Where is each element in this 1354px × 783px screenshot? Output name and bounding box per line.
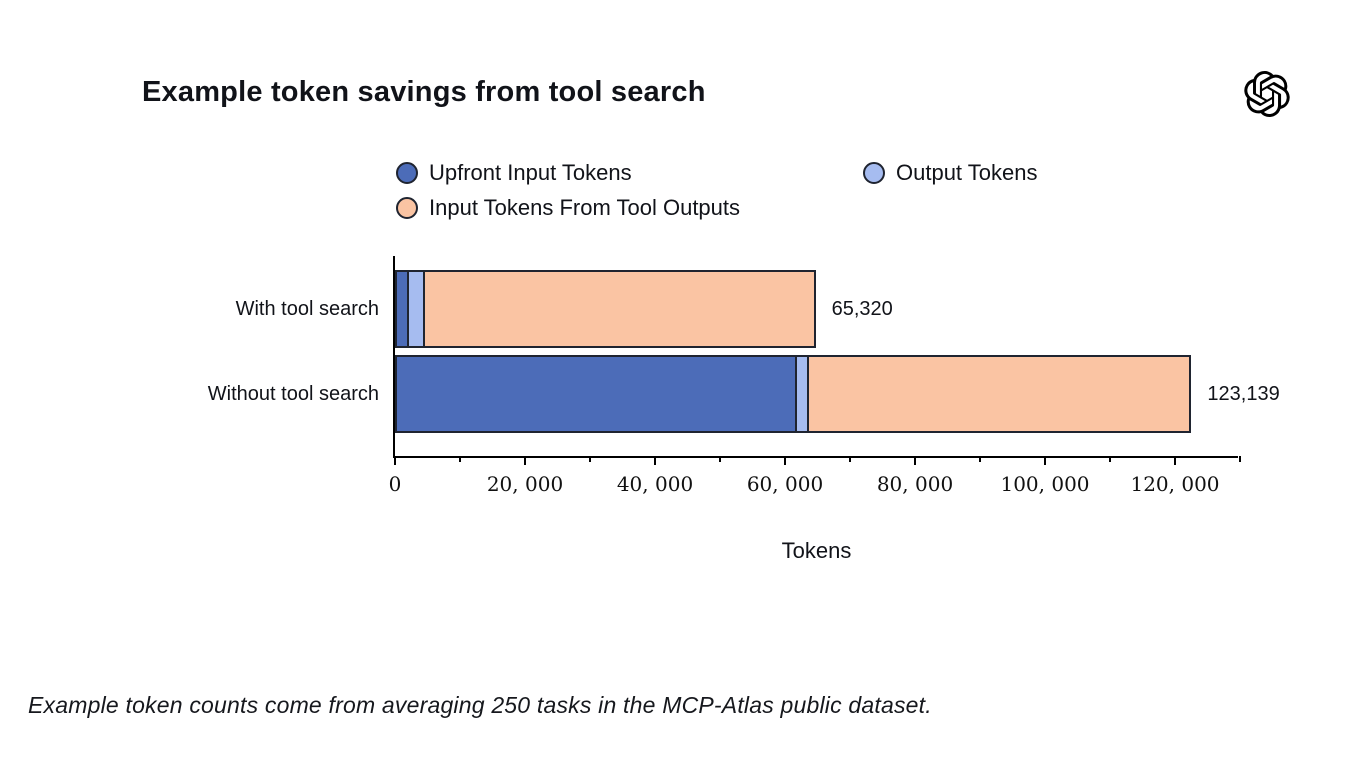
bar-value-label: 123,139: [1207, 382, 1280, 405]
legend: Upfront Input Tokens Output Tokens Input…: [396, 160, 1037, 221]
axis-tick: [589, 456, 591, 462]
axis-tick-label: 40, 000: [616, 472, 694, 496]
legend-label: Upfront Input Tokens: [429, 160, 632, 185]
axis-tick-label: 60, 000: [746, 472, 824, 496]
axis-tick: [784, 456, 786, 465]
bar-row: With tool search 65,320: [236, 270, 1238, 348]
bar-value-label: 65,320: [831, 297, 893, 320]
legend-item-upfront-input-tokens: Upfront Input Tokens: [396, 160, 863, 186]
axis-tick: [849, 456, 851, 462]
bar-row: Without tool search 123,139: [208, 355, 1280, 433]
legend-item-output-tokens: Output Tokens: [863, 160, 1037, 186]
axis-tick: [524, 456, 526, 465]
x-axis-title: Tokens: [781, 538, 852, 563]
bar-segment-upfront-input-tokens: [395, 355, 797, 433]
legend-label: Output Tokens: [896, 160, 1038, 185]
plot-area: Tokens With tool search 65,320 Without too…: [208, 256, 1280, 563]
axis-tick: [1044, 456, 1046, 465]
axis-tick-label: 0: [388, 472, 402, 496]
axis-tick: [459, 456, 461, 462]
axis-tick: [914, 456, 916, 465]
legend-label: Input Tokens From Tool Outputs: [429, 195, 741, 220]
axis-tick: [979, 456, 981, 462]
openai-logo-icon: [1244, 71, 1290, 118]
category-label: Without tool search: [207, 382, 379, 405]
footnote: Example token counts come from averaging…: [28, 692, 932, 718]
legend-swatch-icon: [863, 162, 885, 184]
axis-tick-label: 20, 000: [486, 472, 564, 496]
legend-swatch-icon: [396, 162, 418, 184]
stacked-bar: [395, 355, 1192, 433]
axis-tick-label: 100, 000: [1000, 472, 1090, 496]
axis-tick-label: 120, 000: [1130, 472, 1220, 496]
category-label: With tool search: [235, 297, 379, 320]
legend-item-input-tokens-from-tool-outputs: Input Tokens From Tool Outputs: [396, 195, 863, 221]
bar-segment-input-tokens-from-tool-outputs: [806, 355, 1192, 433]
axis-tick: [394, 456, 396, 465]
axis-tick: [1174, 456, 1176, 465]
page-title: Example token savings from tool search: [142, 76, 706, 108]
axis-tick: [1239, 456, 1241, 462]
axis-tick-label: 80, 000: [876, 472, 954, 496]
axis-tick: [719, 456, 721, 462]
stacked-bar: [395, 270, 816, 348]
axis-tick: [1109, 456, 1111, 462]
axis-tick: [654, 456, 656, 465]
bar-segment-input-tokens-from-tool-outputs: [422, 270, 816, 348]
legend-swatch-icon: [396, 197, 418, 219]
